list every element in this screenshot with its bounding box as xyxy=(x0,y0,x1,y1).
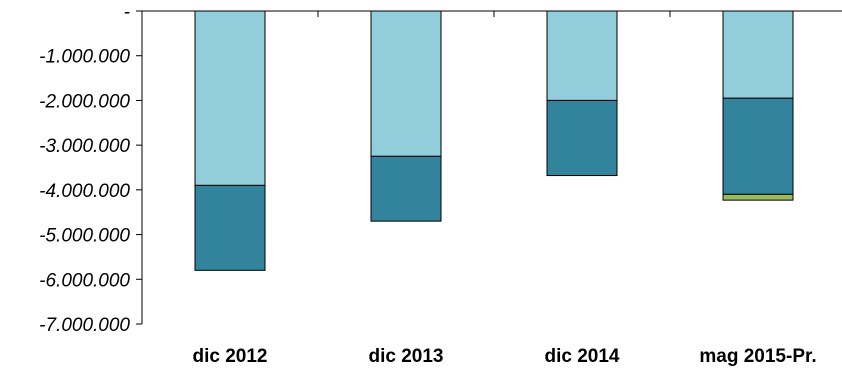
bar-segment xyxy=(370,10,442,157)
labels-layer: - -1.000.000 -2.000.000 -3.000.000 -4.000.00… xyxy=(39,2,816,367)
x-tick-label: dic 2013 xyxy=(369,346,444,367)
bar-segment xyxy=(370,155,442,222)
bar-segment xyxy=(722,193,794,201)
y-tick-label: -3.000.000 xyxy=(39,136,130,157)
x-tick-label: dic 2014 xyxy=(545,346,620,367)
y-tick-label: -1.000.000 xyxy=(39,47,130,68)
bar-segment xyxy=(722,10,794,99)
y-tick-label: -6.000.000 xyxy=(39,270,130,291)
y-tick-label: - xyxy=(124,2,130,23)
bar-segment xyxy=(546,10,618,101)
axis-layer xyxy=(136,10,842,325)
y-tick-label: -5.000.000 xyxy=(39,226,130,247)
x-tick-label: mag 2015-Pr. xyxy=(699,346,816,367)
y-tick-label: -4.000.000 xyxy=(39,181,130,202)
y-tick-label: -7.000.000 xyxy=(39,315,130,336)
bar-segment xyxy=(722,97,794,195)
x-tick-label: dic 2012 xyxy=(193,346,268,367)
bars-layer xyxy=(194,10,794,271)
bar-segment xyxy=(194,10,266,186)
y-tick-label: -2.000.000 xyxy=(39,91,130,112)
bar-segment xyxy=(546,99,618,177)
bar-segment xyxy=(194,184,266,271)
